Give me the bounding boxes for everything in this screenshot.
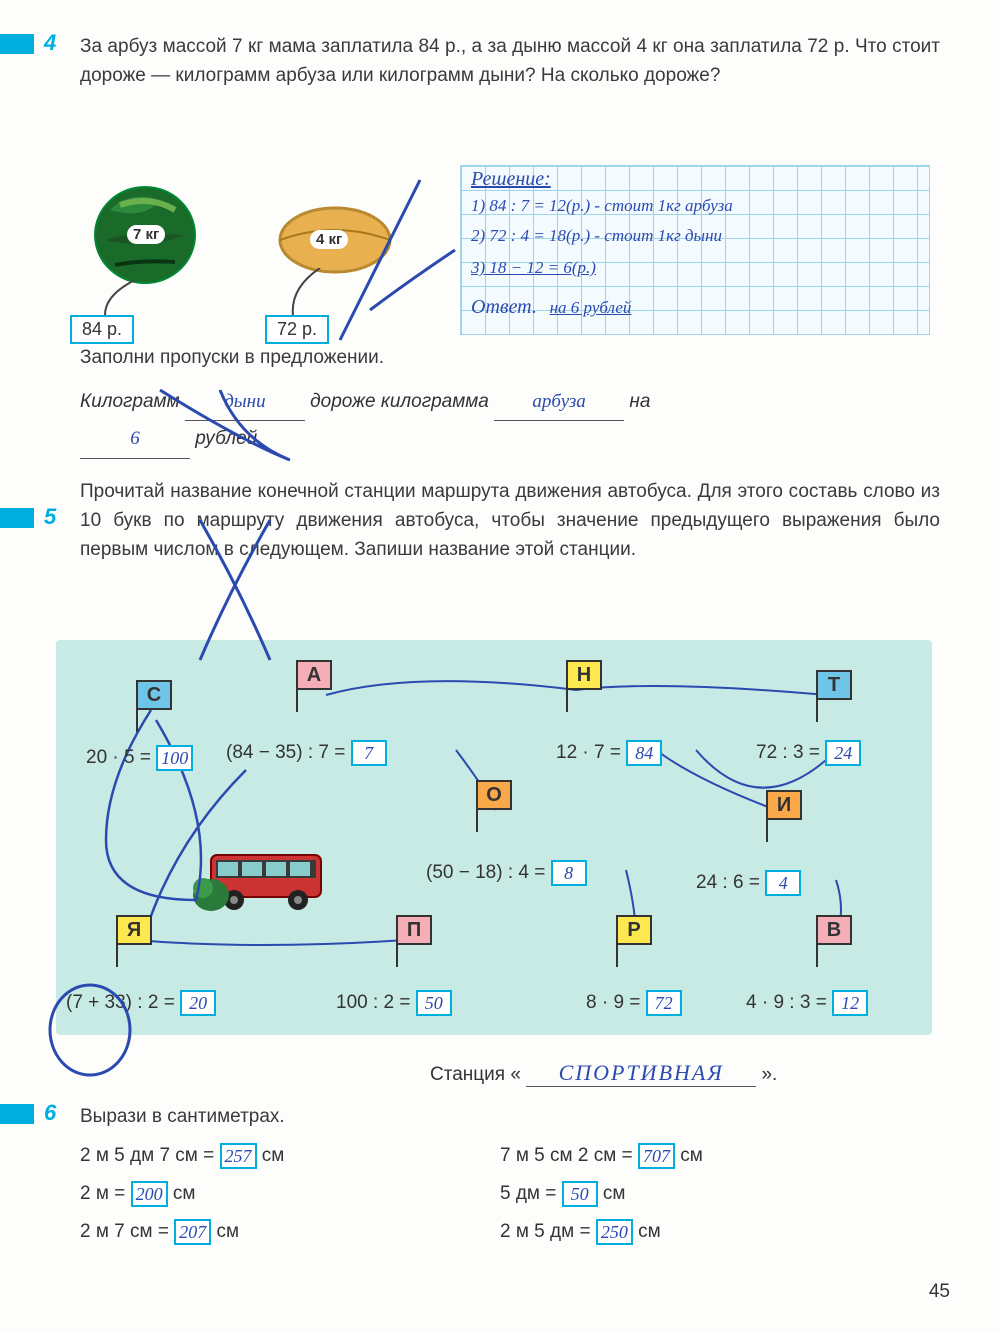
flag-I: И [766, 790, 802, 820]
flag-S: С [136, 680, 172, 710]
units-item: 2 м 5 дм = 250 см [500, 1213, 920, 1251]
expr-YA: (7 + 33) : 2 = 20 [66, 990, 216, 1016]
blank3: 6 [80, 421, 190, 458]
sentence-part1: Килограмм [80, 391, 180, 412]
units-item: 2 м 5 дм 7 см = 257 см [80, 1137, 500, 1175]
expr-I: 24 : 6 = 4 [696, 870, 801, 896]
task4-text: За арбуз массой 7 кг мама заплатила 84 р… [80, 30, 940, 91]
station-close: ». [761, 1064, 777, 1085]
bush-icon [191, 870, 231, 915]
sentence-part4: рублей. [195, 428, 262, 449]
task6-text: Вырази в сантиметрах. [80, 1100, 910, 1131]
fill-prompt: Заполни пропуски в предложении. [80, 343, 940, 372]
task4-number: 4 [44, 30, 56, 56]
watermelon-stem [95, 280, 155, 320]
expr-O: (50 − 18) : 4 = 8 [426, 860, 587, 886]
watermelon-weight: 7 кг [127, 225, 165, 244]
expr-P: 100 : 2 = 50 [336, 990, 452, 1016]
units-item: 2 м = 200 см [80, 1175, 500, 1213]
fill-sentence: Килограмм дыни дороже килограмма арбуза … [80, 384, 950, 458]
expr-R: 8 · 9 = 72 [586, 990, 682, 1016]
solution-line2: 2) 72 : 4 = 18(р.) - стоит 1кг дыни [471, 226, 722, 246]
station-label: Станция « [430, 1064, 521, 1085]
watermelon-price: 84 р. [70, 315, 134, 344]
units-rows: 2 м 5 дм 7 см = 257 см2 м = 200 см2 м 7 … [80, 1137, 920, 1251]
melon-price: 72 р. [265, 315, 329, 344]
units-item: 5 дм = 50 см [500, 1175, 920, 1213]
flag-P: П [396, 915, 432, 945]
flag-V: В [816, 915, 852, 945]
sentence-part3: на [629, 391, 650, 412]
blank2: арбуза [494, 384, 624, 421]
expr-A: (84 − 35) : 7 = 7 [226, 740, 387, 766]
answer-label: Ответ. [471, 296, 537, 318]
expr-T: 72 : 3 = 24 [756, 740, 861, 766]
sentence-part2: дороже килограмма [310, 391, 489, 412]
expr-S: 20 · 5 = 100 [86, 745, 193, 771]
solution-line3: 3) 18 − 12 = 6(р.) [471, 258, 596, 278]
task5-number: 5 [44, 504, 56, 530]
melon-weight: 4 кг [310, 230, 348, 249]
melon-stem [285, 268, 345, 318]
task5-marker [0, 508, 34, 528]
blank1: дыни [185, 384, 305, 421]
route-lines [56, 640, 932, 1035]
flag-YA: Я [116, 915, 152, 945]
units-item: 2 м 7 см = 207 см [80, 1213, 500, 1251]
solution-title: Решение: [471, 168, 551, 191]
page-number: 45 [929, 1281, 950, 1303]
flag-O: О [476, 780, 512, 810]
expr-N: 12 · 7 = 84 [556, 740, 662, 766]
puzzle-box: С 20 · 5 = 100 А (84 − 35) : 7 = 7 Н 12 · 7 =… [56, 640, 932, 1035]
solution-line1: 1) 84 : 7 = 12(р.) - стоит 1кг арбуза [471, 196, 733, 216]
flag-N: Н [566, 660, 602, 690]
task4-marker [0, 34, 34, 54]
flag-A: А [296, 660, 332, 690]
task6-marker [0, 1104, 34, 1124]
flag-T: Т [816, 670, 852, 700]
flag-R: Р [616, 915, 652, 945]
solution-grid: Решение: 1) 84 : 7 = 12(р.) - стоит 1кг … [460, 165, 930, 335]
task5-text: Прочитай название конечной станции маршр… [80, 477, 940, 565]
units-item: 7 м 5 см 2 см = 707 см [500, 1137, 920, 1175]
answer-text: на 6 рублей [550, 298, 632, 317]
expr-V: 4 · 9 : 3 = 12 [746, 990, 868, 1016]
station-answer: СПОРТИВНАЯ [526, 1060, 756, 1087]
station-line: Станция « СПОРТИВНАЯ ». [430, 1060, 777, 1087]
